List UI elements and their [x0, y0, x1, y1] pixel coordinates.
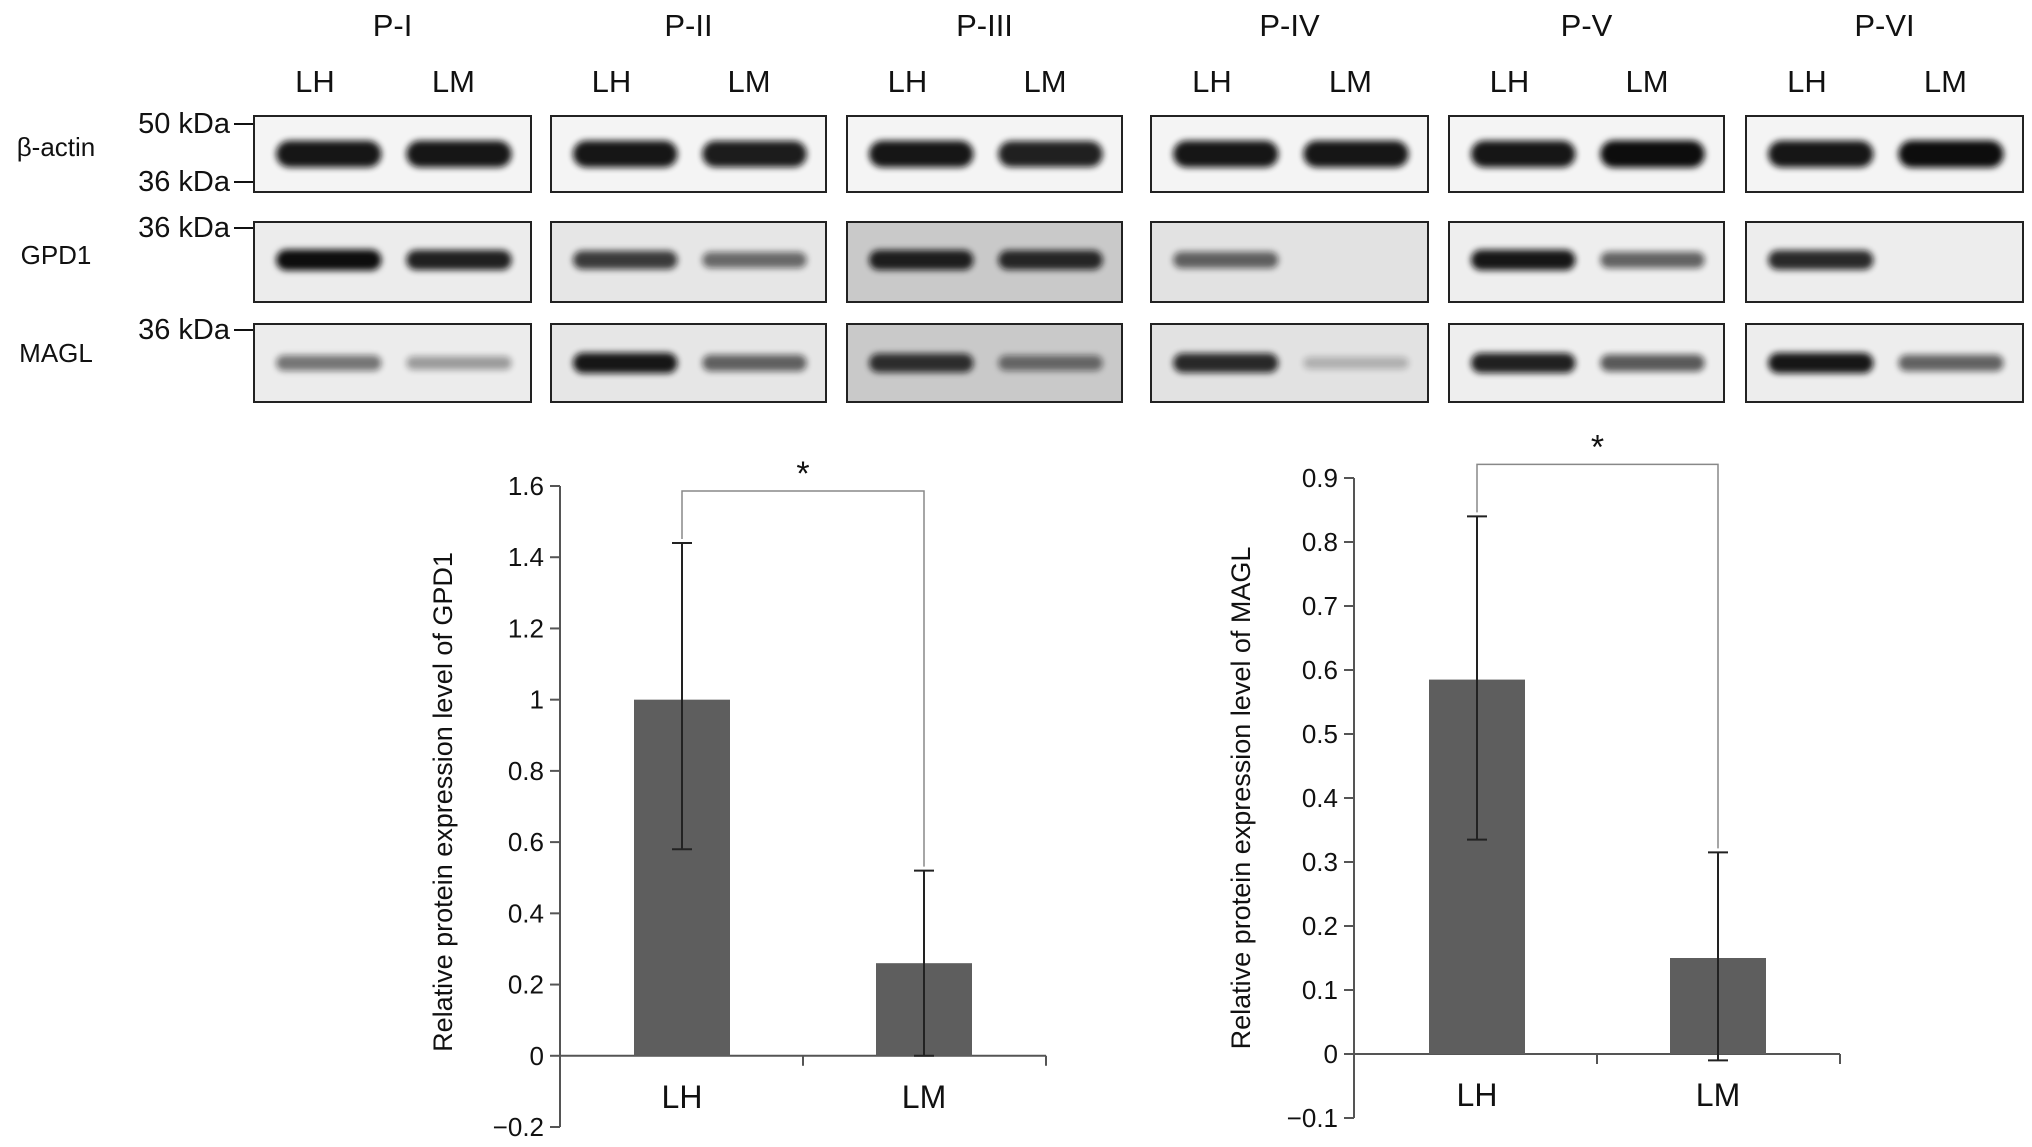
- protein-band: [1471, 353, 1576, 373]
- protein-band: [1471, 140, 1576, 168]
- lane-label: LM: [1625, 64, 1668, 99]
- protein-band: [406, 140, 512, 168]
- y-tick-label: 0.6: [1302, 655, 1338, 685]
- protein-band: [276, 140, 382, 168]
- y-tick-label: 0: [530, 1041, 544, 1071]
- protein-band: [573, 352, 678, 374]
- protein-band: [1600, 140, 1705, 168]
- kda-marker-label: 50 kDa: [138, 108, 231, 140]
- protein-band: [406, 356, 512, 370]
- lane-label: LM: [432, 64, 475, 99]
- chart-2: −0.1 0 0.1 0.2 0.3 0.4 0.5 0.6 0.7 0.8 0.9 LH LM * Rel…: [1226, 428, 1841, 1133]
- patient-label: P-V: [1561, 8, 1613, 43]
- protein-band: [1768, 352, 1874, 374]
- y-tick-label: 1.6: [508, 471, 544, 501]
- protein-band: [702, 252, 807, 268]
- protein-band: [1600, 354, 1705, 372]
- protein-band: [998, 250, 1103, 270]
- protein-band: [1898, 140, 2004, 168]
- lane-label: LH: [888, 64, 928, 99]
- x-category-label: LH: [662, 1079, 703, 1115]
- protein-band: [1768, 140, 1874, 168]
- y-tick-label: −0.2: [493, 1112, 544, 1142]
- kda-marker-label: 36 kDa: [138, 212, 231, 244]
- lane-label: LM: [727, 64, 770, 99]
- x-category-label: LM: [1696, 1077, 1740, 1113]
- protein-label: β-actin: [17, 132, 96, 162]
- y-tick-label: −0.1: [1287, 1103, 1338, 1133]
- y-axis-title: Relative protein expression level of GPD…: [428, 552, 458, 1052]
- y-tick-label: 1.2: [508, 613, 544, 643]
- y-tick-label: 0.2: [508, 970, 544, 1000]
- protein-band: [1303, 357, 1409, 369]
- x-category-label: LM: [902, 1079, 946, 1115]
- y-tick-label: 0.4: [508, 898, 544, 928]
- y-tick-label: 0.9: [1302, 463, 1338, 493]
- protein-band: [702, 354, 807, 372]
- protein-band: [573, 250, 678, 270]
- patient-label: P-IV: [1259, 8, 1320, 43]
- significance-marker: *: [796, 455, 809, 493]
- y-axis-title: Relative protein expression level of MAG…: [1226, 547, 1256, 1050]
- protein-band: [869, 140, 974, 168]
- lane-label: LH: [1192, 64, 1232, 99]
- chart-1: −0.2 0 0.2 0.4 0.6 0.8 1 1.2 1.4 1.6 LH LM * Relative…: [428, 455, 1047, 1142]
- patient-label: P-III: [956, 8, 1013, 43]
- y-tick-label: 0.4: [1302, 783, 1338, 813]
- y-tick-label: 0.8: [1302, 527, 1338, 557]
- patient-label: P-VI: [1854, 8, 1914, 43]
- protein-band: [869, 353, 974, 373]
- x-category-label: LH: [1457, 1077, 1498, 1113]
- protein-band: [998, 355, 1103, 371]
- protein-band: [1303, 140, 1409, 168]
- y-tick-label: 1.4: [508, 542, 544, 572]
- significance-bracket: [1476, 463, 1719, 849]
- lane-label: LM: [1329, 64, 1372, 99]
- lane-label: LM: [1023, 64, 1066, 99]
- protein-band: [276, 355, 382, 371]
- protein-band: [1471, 249, 1576, 271]
- lane-label: LH: [1787, 64, 1827, 99]
- kda-marker-label: 36 kDa: [138, 314, 231, 346]
- patient-label: P-I: [373, 8, 413, 43]
- protein-label: MAGL: [19, 338, 93, 368]
- lane-label: LH: [592, 64, 632, 99]
- lane-label: LH: [295, 64, 335, 99]
- protein-band: [1600, 251, 1705, 269]
- significance-marker: *: [1591, 428, 1604, 466]
- protein-label: GPD1: [21, 240, 92, 270]
- protein-band: [1173, 251, 1279, 269]
- protein-band: [1173, 353, 1279, 373]
- protein-band: [1898, 354, 2004, 372]
- y-tick-label: 0.3: [1302, 847, 1338, 877]
- protein-band: [276, 249, 382, 271]
- y-tick-label: 0: [1324, 1039, 1338, 1069]
- kda-marker-label: 36 kDa: [138, 166, 231, 198]
- protein-band: [406, 250, 512, 270]
- y-tick-label: 0.6: [508, 827, 544, 857]
- y-tick-label: 0.7: [1302, 591, 1338, 621]
- protein-band: [869, 250, 974, 270]
- y-tick-label: 0.5: [1302, 719, 1338, 749]
- significance-bracket: [681, 490, 925, 867]
- western-blot-panel: P-I LH LM P-II LH LM P-III LH LM P-IV LH LM P-V LH LM P…: [17, 8, 2024, 403]
- y-tick-label: 1: [530, 685, 544, 715]
- patient-label: P-II: [664, 8, 712, 43]
- y-tick-label: 0.1: [1302, 975, 1338, 1005]
- lane-label: LM: [1924, 64, 1967, 99]
- lane-label: LH: [1490, 64, 1530, 99]
- y-tick-label: 0.2: [1302, 911, 1338, 941]
- protein-band: [1173, 140, 1279, 168]
- protein-band: [573, 140, 678, 168]
- protein-band: [702, 140, 807, 168]
- protein-band: [998, 141, 1103, 167]
- protein-band: [1768, 250, 1874, 270]
- y-tick-label: 0.8: [508, 756, 544, 786]
